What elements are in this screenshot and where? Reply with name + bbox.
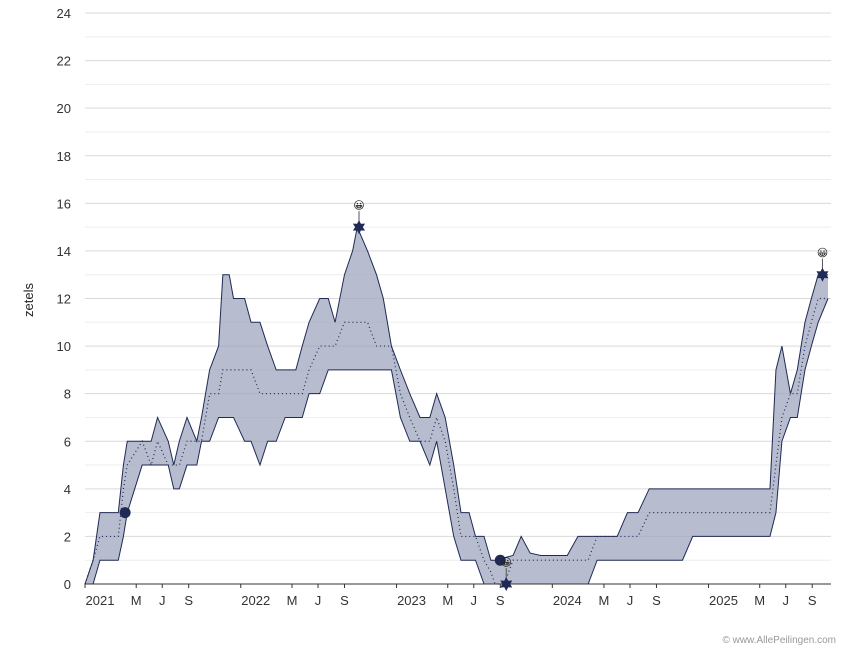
y-tick-label: 14 (57, 244, 71, 259)
y-tick-label: 20 (57, 101, 71, 116)
x-tick-label: S (808, 593, 817, 608)
y-tick-label: 12 (57, 292, 71, 307)
marker-emoji: 😀 (500, 557, 511, 569)
x-tick-label: M (287, 593, 298, 608)
marker-circle (119, 507, 131, 519)
y-tick-label: 0 (64, 577, 71, 592)
marker-emoji: 😀 (817, 248, 828, 260)
marker-star (816, 267, 829, 282)
x-tick-label: J (627, 593, 634, 608)
x-tick-label: S (496, 593, 505, 608)
y-axis-label: zetels (21, 283, 36, 317)
marker-circle (494, 554, 506, 566)
y-tick-label: 18 (57, 149, 71, 164)
x-tick-label: J (159, 593, 166, 608)
y-tick-label: 4 (64, 482, 71, 497)
series-lines (84, 225, 829, 585)
band-area (85, 227, 829, 584)
x-tick-label: S (184, 593, 193, 608)
y-tick-label: 24 (57, 6, 71, 21)
band-areas (85, 227, 829, 584)
y-tick-label: 16 (57, 196, 71, 211)
x-tick-label: 2025 (709, 593, 738, 608)
credit-text: © www.AllePeilingen.com (722, 635, 836, 646)
y-tick-label: 6 (64, 434, 71, 449)
x-tick-label: M (599, 593, 610, 608)
marker-star (500, 577, 513, 591)
x-tick-label: S (340, 593, 349, 608)
x-tick-label: M (754, 593, 765, 608)
x-tick-label: 2023 (397, 593, 426, 608)
x-tick-label: 2022 (241, 593, 270, 608)
marker-emoji: 😀 (353, 200, 364, 212)
x-tick-label: J (471, 593, 478, 608)
x-tick-label: J (315, 593, 322, 608)
x-tick-label: S (652, 593, 661, 608)
markers: 😀 😀 😀 (119, 200, 829, 591)
x-tick-label: 2021 (86, 593, 115, 608)
y-tick-label: 8 (64, 387, 71, 402)
x-tick-label: J (783, 593, 790, 608)
x-tick-label: 2024 (553, 593, 582, 608)
x-tick-label: M (442, 593, 453, 608)
series-line-low (85, 298, 829, 585)
y-tick-label: 10 (57, 339, 71, 354)
x-tick-label: M (131, 593, 142, 608)
series-line-high (84, 225, 829, 585)
gridlines (85, 12, 831, 585)
y-tick-label: 2 (64, 529, 71, 544)
marker-star (352, 220, 366, 235)
y-tick-label: 22 (57, 54, 71, 69)
